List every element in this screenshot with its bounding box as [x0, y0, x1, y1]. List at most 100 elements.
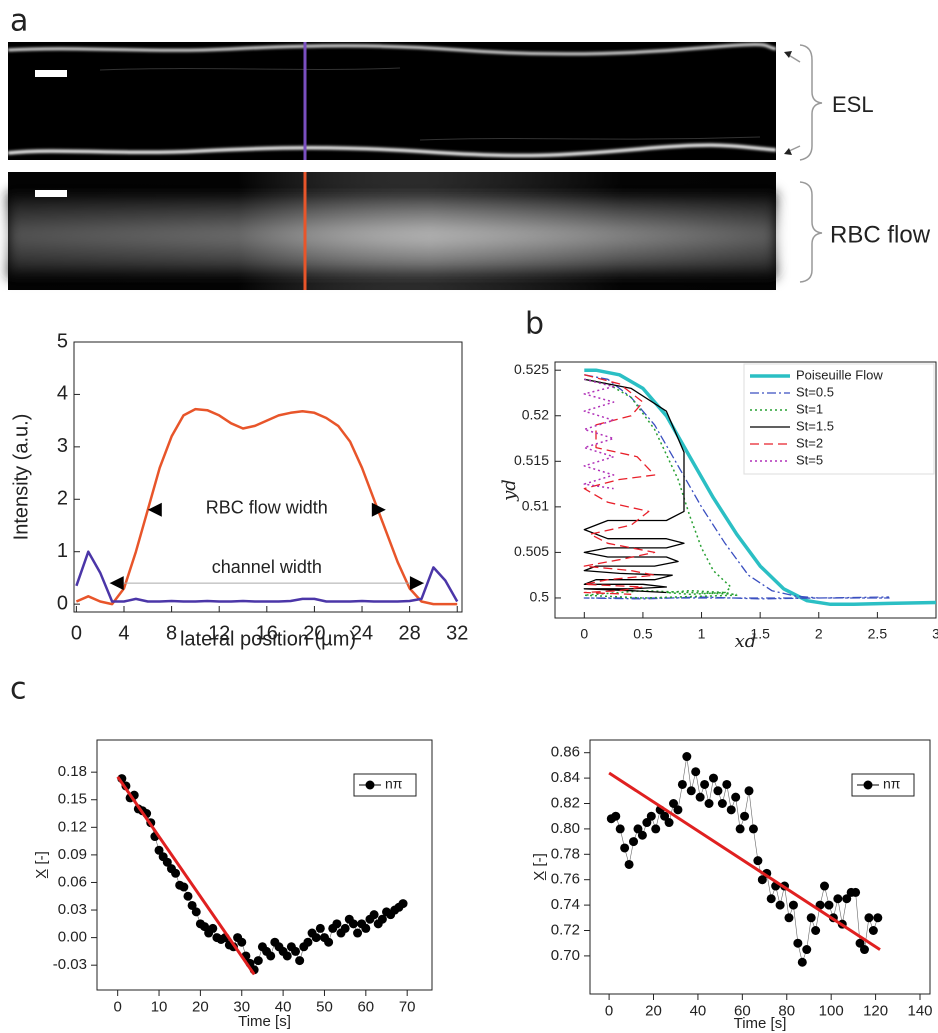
data-line	[75, 550, 459, 603]
esl-label: ESL	[832, 92, 874, 117]
data-point	[686, 786, 696, 796]
data-point	[811, 926, 821, 935]
data-point	[788, 900, 798, 910]
x-tick-label: 100	[819, 1002, 844, 1019]
chart: 0 10 20 30 40 50 60 70 -0.03 0.00 0.03 0.06 0.09 0.12…	[33, 739, 433, 1030]
connector-line	[121, 778, 404, 971]
x-tick-label: 20	[645, 1002, 662, 1019]
y-tick-label: 0.515	[514, 452, 549, 468]
data-point	[183, 891, 193, 901]
data-point	[615, 824, 625, 834]
y-tick-label: 0.72	[551, 921, 580, 938]
legend-swatch	[863, 780, 873, 790]
data-line	[583, 378, 615, 490]
x-tick-label: 20	[192, 998, 209, 1015]
data-point	[842, 894, 852, 904]
fit-line	[116, 775, 256, 976]
y-tick-label: 0.505	[514, 543, 549, 559]
data-line	[584, 368, 936, 607]
data-point	[859, 945, 869, 955]
plot-frame	[589, 739, 931, 995]
legend-label: Poiseuille Flow	[796, 367, 883, 382]
data-point	[611, 811, 621, 821]
data-point	[179, 882, 189, 892]
fit-line	[608, 771, 881, 951]
data-point	[200, 922, 210, 932]
data-line	[583, 378, 685, 594]
data-point	[162, 857, 172, 867]
data-point	[311, 933, 321, 943]
x-tick-label: 16	[256, 622, 278, 644]
y-tick-label: -0.03	[53, 956, 87, 973]
data-point	[824, 900, 834, 910]
data-point	[753, 856, 763, 866]
data-point	[237, 937, 247, 947]
y-tick-label: 0.84	[551, 769, 580, 786]
data-line	[75, 407, 458, 606]
x-tick-label: 1	[698, 625, 706, 641]
y-tick-label: 0	[57, 592, 68, 614]
y-tick-label: 0.86	[551, 744, 580, 761]
data-point	[369, 910, 379, 920]
y-axis-label: Intensity (a.u.)	[10, 414, 32, 541]
x-tick-label: 4	[118, 622, 129, 644]
data-point	[291, 946, 301, 956]
data-point	[398, 899, 408, 909]
y-tick-label: 0.74	[551, 896, 580, 913]
data-point	[191, 907, 201, 917]
y-tick-label: 0.70	[551, 947, 580, 964]
plot-data	[116, 774, 408, 976]
chart: 0 0.5 1 1.5 2 2.5 30.50.5050.510.5150.520.525x…	[499, 361, 938, 652]
legend-label: St=2	[796, 435, 823, 450]
y-tick-label: 0.78	[551, 845, 580, 862]
x-tick-label: 28	[399, 622, 421, 644]
y-tick-label: 0.52	[522, 406, 549, 422]
data-point	[340, 923, 350, 933]
panel-letter: c	[10, 672, 27, 707]
data-point	[793, 938, 803, 948]
x-tick-label: 30	[233, 998, 250, 1015]
data-point	[868, 926, 878, 935]
data-point	[324, 937, 334, 947]
data-point	[315, 923, 325, 933]
plot-frame	[96, 739, 433, 991]
data-point	[673, 805, 683, 815]
legend-swatch	[365, 780, 375, 790]
data-line	[583, 378, 738, 599]
x-axis-label: Time [s]	[238, 1013, 291, 1030]
y-tick-label: 0.76	[551, 871, 580, 888]
data-point	[348, 919, 358, 929]
connector-line	[611, 756, 879, 964]
data-point	[266, 951, 276, 961]
x-tick-label: 60	[734, 1002, 751, 1019]
x-axis-label: lateral position (µm)	[180, 628, 356, 650]
data-point	[637, 830, 647, 840]
x-tick-label: 70	[399, 998, 416, 1015]
data-point	[748, 824, 758, 834]
data-point	[669, 799, 679, 808]
data-point	[713, 786, 723, 796]
plot-data	[606, 752, 883, 967]
data-point	[717, 799, 727, 808]
data-point	[744, 786, 754, 796]
data-point	[677, 779, 687, 789]
x-tick-label: 24	[351, 622, 373, 644]
x-tick-label: 0	[71, 622, 82, 644]
x-tick-label: 3	[932, 625, 938, 641]
data-point	[797, 957, 807, 967]
x-tick-label: 1.5	[750, 625, 770, 641]
x-tick-label: 50	[316, 998, 333, 1015]
data-point	[806, 913, 816, 923]
data-point	[642, 818, 652, 828]
data-point	[624, 859, 634, 869]
data-point	[303, 937, 313, 947]
y-tick-label: 0.03	[58, 901, 87, 918]
data-point	[620, 843, 630, 853]
plot-data	[75, 407, 459, 606]
plot-frame	[73, 341, 463, 613]
x-tick-label: 20	[303, 622, 325, 644]
plot-data	[583, 368, 936, 607]
x-tick-label: 80	[778, 1002, 795, 1019]
